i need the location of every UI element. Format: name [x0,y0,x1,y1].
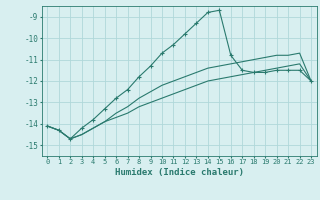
X-axis label: Humidex (Indice chaleur): Humidex (Indice chaleur) [115,168,244,177]
